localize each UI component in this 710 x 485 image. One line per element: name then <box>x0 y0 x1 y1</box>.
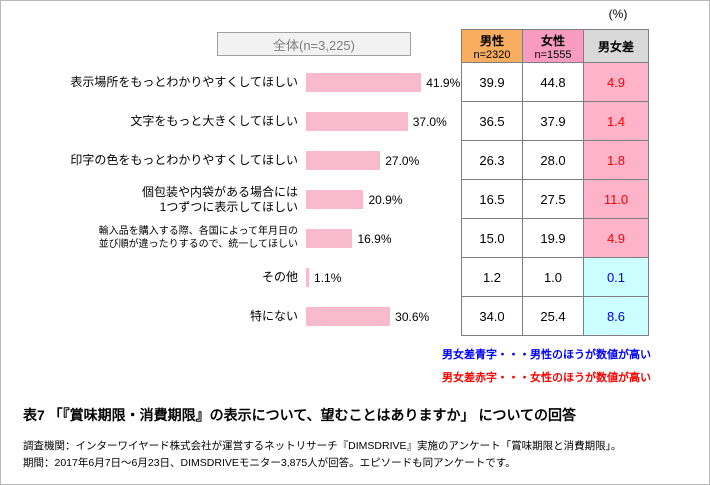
diff-column-header: 男女差 <box>583 29 649 63</box>
diff-value-cell: 1.4 <box>583 102 649 141</box>
diff-value-cell: 4.9 <box>583 219 649 258</box>
female-value-cell: 37.9 <box>522 102 584 141</box>
male-header-n: n=2320 <box>473 48 511 61</box>
diff-value-cell: 8.6 <box>583 297 649 336</box>
diff-value-cell: 0.1 <box>583 258 649 297</box>
diff-value-cell: 4.9 <box>583 63 649 102</box>
overall-header-area: 全体(n=3,225) <box>21 29 461 63</box>
survey-row: 印字の色をもっとわかりやすくしてほしい 27.0% 26.3 28.0 1.8 <box>21 141 649 180</box>
chart-table: 全体(n=3,225) 男性 n=2320 女性 n=1555 男女差 表示場所… <box>21 29 649 336</box>
female-value-cell: 25.4 <box>522 297 584 336</box>
unit-label: (%) <box>608 7 628 21</box>
survey-row: 表示場所をもっとわかりやすくしてほしい 41.9% 39.9 44.8 4.9 <box>21 63 649 102</box>
diff-value-cell: 1.8 <box>583 141 649 180</box>
female-value-cell: 19.9 <box>522 219 584 258</box>
male-value-cell: 39.9 <box>461 63 523 102</box>
male-value-cell: 34.0 <box>461 297 523 336</box>
male-value-cell: 26.3 <box>461 141 523 180</box>
category-label: 個包装や内袋がある場合には 1つずつに表示してほしい <box>141 184 298 214</box>
table-caption: 表7 「『賞味期限・消費期限』の表示について、望むことはありますか」 についての… <box>23 407 577 423</box>
female-value-cell: 1.0 <box>522 258 584 297</box>
survey-row: 輸入品を購入する際、各国によって年月日の 並び順が違ったりするので、統一してほし… <box>21 219 649 258</box>
diff-value-cell: 11.0 <box>583 180 649 219</box>
male-value-cell: 16.5 <box>461 180 523 219</box>
category-label: 印字の色をもっとわかりやすくしてほしい <box>70 153 298 167</box>
survey-row: その他 1.1% 1.2 1.0 0.1 <box>21 258 649 297</box>
bar-area: 1.1% <box>306 258 461 297</box>
note-female-higher: 男女差赤字・・・女性のほうが数値が高い <box>442 372 651 384</box>
note-male-higher: 男女差青字・・・男性のほうが数値が高い <box>442 349 651 361</box>
bar-value: 16.9% <box>357 231 392 246</box>
source-line-2: 期間：2017年6月7日～6月23日、DIMSDRIVEモニター3,875人が回… <box>23 456 516 469</box>
bar-value: 41.9% <box>426 75 461 90</box>
bar-area: 37.0% <box>306 102 461 141</box>
source-note: 調査機関：インターワイヤード株式会社が運営するネットリサーチ『DIMSDRIVE… <box>23 438 621 472</box>
bar-area: 41.9% <box>306 63 461 102</box>
bar-value: 1.1% <box>314 270 342 285</box>
source-line-1: 調査機関：インターワイヤード株式会社が運営するネットリサーチ『DIMSDRIVE… <box>23 440 622 452</box>
bar-value: 20.9% <box>368 192 403 207</box>
survey-row: 文字をもっと大きくしてほしい 37.0% 36.5 37.9 1.4 <box>21 102 649 141</box>
bar-area: 20.9% <box>306 180 461 219</box>
bar <box>306 307 391 326</box>
male-value-cell: 15.0 <box>461 219 523 258</box>
category-label: 輸入品を購入する際、各国によって年月日の 並び順が違ったりするので、統一してほし… <box>98 226 298 250</box>
bar <box>306 151 381 170</box>
bar-value: 37.0% <box>412 114 447 129</box>
bar <box>306 190 364 209</box>
category-label: 特にない <box>249 309 298 323</box>
overall-header-box: 全体(n=3,225) <box>217 32 411 56</box>
bar-area: 30.6% <box>306 297 461 336</box>
male-value-cell: 1.2 <box>461 258 523 297</box>
category-label: 表示場所をもっとわかりやすくしてほしい <box>70 75 298 89</box>
bar-area: 27.0% <box>306 141 461 180</box>
diff-header-label: 男女差 <box>597 39 634 54</box>
female-value-cell: 44.8 <box>522 63 584 102</box>
bar-value: 30.6% <box>395 309 430 324</box>
survey-row: 特にない 30.6% 34.0 25.4 8.6 <box>21 297 649 336</box>
bar <box>306 73 422 92</box>
category-label: その他 <box>261 270 298 284</box>
bar <box>306 229 353 248</box>
bar <box>306 268 310 287</box>
category-label: 文字をもっと大きくしてほしい <box>130 114 298 128</box>
female-header-label: 女性 <box>540 33 565 48</box>
male-column-header: 男性 n=2320 <box>461 29 523 63</box>
female-header-n: n=1555 <box>534 48 572 61</box>
survey-row: 個包装や内袋がある場合には 1つずつに表示してほしい 20.9% 16.5 27… <box>21 180 649 219</box>
female-column-header: 女性 n=1555 <box>522 29 584 63</box>
male-header-label: 男性 <box>479 33 504 48</box>
bar-value: 27.0% <box>385 153 420 168</box>
bar <box>306 112 408 131</box>
male-value-cell: 36.5 <box>461 102 523 141</box>
bar-area: 16.9% <box>306 219 461 258</box>
female-value-cell: 27.5 <box>522 180 584 219</box>
female-value-cell: 28.0 <box>522 141 584 180</box>
header-row: 全体(n=3,225) 男性 n=2320 女性 n=1555 男女差 <box>21 29 649 63</box>
